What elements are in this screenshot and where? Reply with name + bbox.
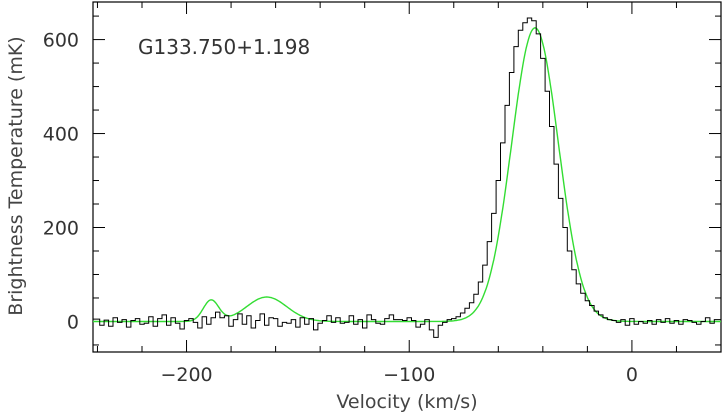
x-tick-label: −100: [383, 364, 435, 386]
fit-layer: [93, 27, 721, 323]
observed-spectrum-line: [93, 17, 721, 338]
y-tick-label: 600: [43, 30, 79, 52]
y-tick-label: 200: [43, 218, 79, 240]
plot-axes: −200 −100 0 0 200 400 600: [43, 1, 722, 386]
x-tick-label: 0: [626, 364, 638, 386]
y-tick-label: 400: [43, 124, 79, 146]
x-tick-label: −200: [160, 364, 212, 386]
gaussian-fit-line: [93, 27, 721, 323]
plot-frame: [92, 1, 722, 353]
x-axis-label: Velocity (km/s): [336, 391, 477, 413]
source-annotation: G133.750+1.198: [138, 35, 310, 59]
y-axis-label: Brightness Temperature (mK): [5, 36, 27, 315]
observed-layer: [93, 17, 721, 338]
axis-labels: G133.750+1.198 Velocity (km/s) Brightnes…: [5, 35, 478, 413]
y-tick-label: 0: [67, 311, 79, 333]
